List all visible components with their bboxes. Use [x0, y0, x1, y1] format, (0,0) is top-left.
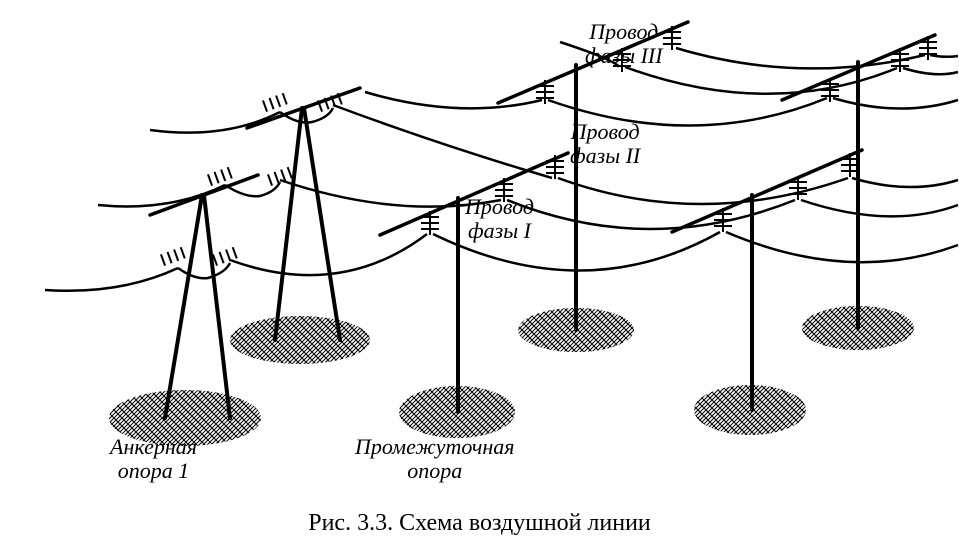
figure-caption: Рис. 3.3. Схема воздушной линии	[0, 510, 959, 537]
ground-ellipses	[109, 306, 914, 446]
label-phase3: Провод фазы III	[585, 20, 663, 68]
label-phase1: Провод фазы I	[465, 195, 534, 243]
label-intermediate: Промежуточная опора	[355, 435, 515, 483]
label-anchor: Анкерная опора 1	[110, 435, 197, 483]
label-phase2: Провод фазы II	[570, 120, 640, 168]
